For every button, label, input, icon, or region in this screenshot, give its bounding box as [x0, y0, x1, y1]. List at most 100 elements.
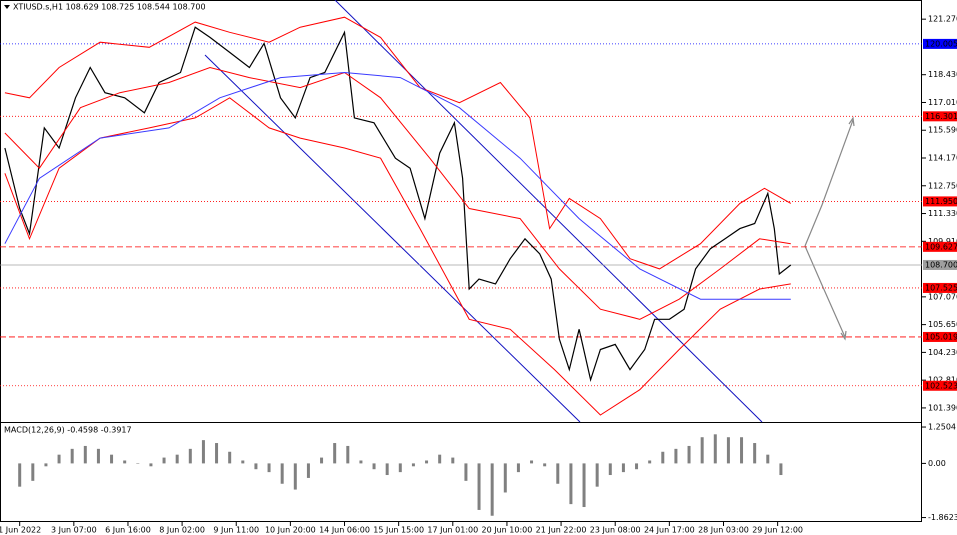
y-tick-label: 118.430 [928, 70, 957, 79]
y-tick-label: 105.650 [928, 320, 957, 329]
x-tick-label: 14 Jun 06:00 [319, 526, 370, 535]
histogram-bar [320, 457, 324, 464]
histogram-bar [83, 445, 87, 464]
histogram-bar [451, 457, 455, 464]
histogram-bar [267, 463, 271, 473]
level-label: 105.019 [925, 332, 957, 341]
histogram-bar [726, 437, 730, 464]
histogram-bar [648, 460, 652, 464]
x-tick-label: 24 Jun 17:00 [644, 526, 695, 535]
price-line [4, 26, 792, 383]
forecast-arrows [804, 116, 855, 341]
level-label: 108.700 [925, 260, 957, 269]
y-tick-label: -1.8623 [928, 513, 957, 522]
level-label: 120.005 [925, 39, 957, 48]
histogram-bar [372, 463, 376, 470]
channel-line [334, 0, 763, 423]
x-tick-label: 3 Jun 07:00 [51, 526, 97, 535]
y-tick-label: 112.750 [928, 181, 957, 190]
histogram-bar [162, 457, 166, 464]
histogram-bar [31, 463, 35, 481]
histogram-bar [569, 463, 573, 505]
level-label-box [923, 282, 957, 293]
title-marker [4, 5, 10, 9]
arrow-head [840, 330, 847, 341]
histogram-bar [201, 440, 205, 464]
histogram-bar [779, 463, 783, 476]
histogram-bar [740, 437, 744, 464]
y-tick-label: 107.070 [928, 292, 957, 301]
histogram-bar [582, 463, 586, 508]
macd-title: MACD(12,26,9) -0.4598 -0.3917 [4, 426, 132, 435]
y-tick-label: 102.810 [928, 376, 957, 385]
y-tick-label: 111.330 [928, 209, 957, 218]
x-tick-label: 21 Jun 22:00 [536, 526, 587, 535]
histogram-bar [438, 454, 442, 464]
histogram-bar [136, 463, 140, 464]
histogram-bar [700, 437, 704, 464]
y-tick-label: 104.230 [928, 348, 957, 357]
level-label-box [923, 380, 957, 391]
histogram-bar [96, 448, 100, 464]
histogram-bar [228, 451, 232, 464]
histogram-bar [425, 460, 429, 464]
y-tick-label: 1.2504 [928, 423, 956, 432]
histogram-bar [411, 463, 415, 467]
y-tick-label: 115.590 [928, 126, 957, 135]
arrow-up [804, 119, 854, 247]
arrow-down [804, 245, 846, 338]
histogram-bar [490, 463, 494, 516]
x-tick-label: 23 Jun 08:00 [590, 526, 641, 535]
x-tick-label: 17 Jun 01:00 [427, 526, 478, 535]
level-label-box [923, 241, 957, 252]
histogram-bar [713, 434, 717, 464]
histogram-bar [241, 460, 245, 464]
histogram-bar [280, 463, 284, 484]
arrow-head [848, 116, 855, 127]
level-label-box [923, 111, 957, 122]
histogram-bar [530, 460, 534, 464]
histogram-bar [385, 463, 389, 476]
histogram-bar [123, 460, 127, 464]
histogram-bar [306, 463, 310, 478]
x-tick-label: 29 Jun 12:00 [752, 526, 803, 535]
chart-title: XTIUSD.s,H1 108.629 108.725 108.544 108.… [13, 3, 206, 12]
histogram-bar [70, 448, 74, 464]
histogram-bar [556, 463, 560, 484]
histogram-bar [398, 463, 402, 473]
histogram-bar [215, 443, 219, 464]
y-tick-label: 114.170 [928, 154, 957, 163]
histogram-bar [333, 443, 337, 464]
histogram-bar [543, 463, 547, 467]
histogram-bar [18, 463, 22, 487]
x-tick-label: 1 Jun 2022 [0, 526, 41, 535]
y-tick-label: 121.270 [928, 15, 957, 24]
x-tick-label: 8 Jun 02:00 [159, 526, 205, 535]
x-tick-label: 20 Jun 10:00 [482, 526, 533, 535]
histogram-bar [149, 463, 153, 467]
histogram-bar [516, 463, 520, 473]
histogram-bar [753, 443, 757, 464]
histogram-bar [359, 460, 363, 464]
histogram-bar [254, 463, 258, 470]
y-tick-label: 117.010 [928, 98, 957, 107]
x-tick-label: 28 Jun 03:00 [698, 526, 749, 535]
histogram-bar [188, 448, 192, 464]
band-line [4, 66, 791, 320]
histogram-bar [674, 448, 678, 464]
level-label: 111.950 [925, 197, 957, 206]
y-tick-label: 101.390 [928, 403, 957, 412]
histogram-bar [635, 463, 639, 470]
histogram-bar [766, 454, 770, 464]
x-tick-label: 10 Jun 20:00 [265, 526, 316, 535]
level-label: 107.525 [925, 283, 957, 292]
level-label-box [923, 259, 957, 270]
level-label-box [923, 331, 957, 342]
band-line [4, 16, 792, 270]
y-tick-label: 109.910 [928, 237, 957, 246]
histogram-bar [44, 463, 48, 467]
histogram-bar [464, 463, 468, 481]
histogram-bar [595, 463, 599, 487]
level-label-box [923, 196, 957, 207]
